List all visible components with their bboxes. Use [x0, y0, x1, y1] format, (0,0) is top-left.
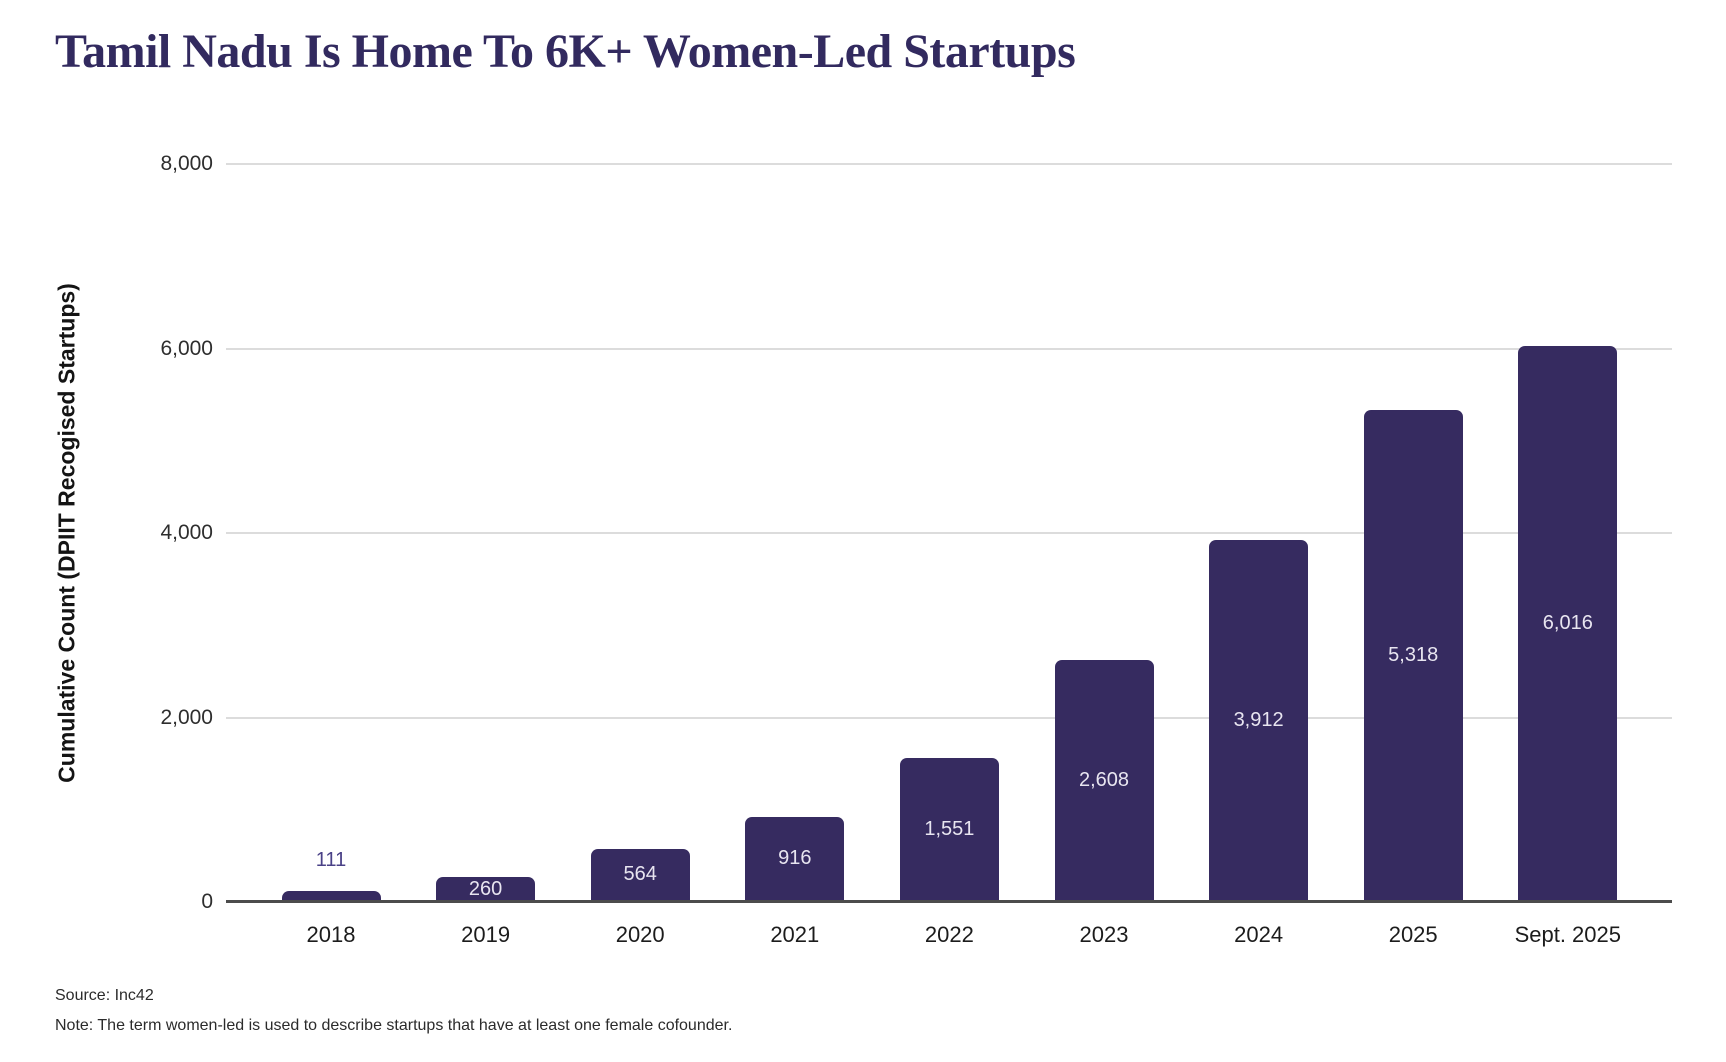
- x-tick-label: 2023: [1079, 922, 1129, 947]
- x-tick-label: Sept. 2025: [1514, 922, 1622, 947]
- bar: 3,912: [1209, 540, 1309, 901]
- bar: 564: [590, 848, 690, 901]
- y-tick-label: 6,000: [160, 336, 213, 360]
- gridline: [226, 163, 1672, 165]
- bar-value-label: 564: [623, 863, 657, 886]
- bar-value-label: 5,318: [1388, 644, 1439, 667]
- x-tick-label: 2019: [461, 922, 511, 947]
- footer: Source: Inc42 Note: The term women-led i…: [55, 981, 732, 1041]
- bar: 2,608: [1054, 660, 1154, 901]
- bar-value-label: 6,016: [1542, 612, 1593, 635]
- methodology-note: Note: The term women-led is used to desc…: [55, 1017, 733, 1034]
- gridline: [226, 532, 1672, 534]
- y-tick-label: 8,000: [160, 152, 213, 175]
- bar-value-label: 111: [315, 848, 347, 871]
- x-tick-label: 2020: [615, 922, 665, 947]
- y-axis-title: Cumulative Count (DPIIT Recogised Startu…: [53, 283, 80, 783]
- bar-value-label: 260: [468, 877, 503, 900]
- x-tick-label: 2025: [1388, 922, 1438, 947]
- x-tick-label: 2018: [306, 922, 356, 947]
- plot-area: 0 2,000 4,000 6,000 8,000 111 2018 260 2019 564 20…: [160, 152, 1672, 947]
- bar-value-label: 1,551: [924, 817, 975, 840]
- y-tick-label: 0: [201, 890, 213, 913]
- bar: 916: [745, 816, 845, 901]
- x-axis-line: [226, 900, 1672, 903]
- x-tick-label: 2024: [1234, 922, 1284, 947]
- x-tick-label: 2022: [924, 922, 974, 947]
- x-tick-label: 2021: [770, 922, 820, 947]
- bar: 1,551: [899, 757, 999, 901]
- gridline: [226, 716, 1672, 719]
- bar-value-label: 916: [778, 847, 812, 870]
- bar: 6,016: [1518, 346, 1618, 901]
- bar: [281, 890, 381, 901]
- y-tick-label: 2,000: [160, 705, 213, 729]
- bar: 260: [436, 877, 536, 901]
- source-note: Source: Inc42: [55, 987, 154, 1004]
- bar: 5,318: [1363, 410, 1463, 901]
- bar-value-label: 3,912: [1233, 709, 1284, 732]
- bar-value-label: 2,608: [1078, 769, 1130, 792]
- y-tick-label: 4,000: [160, 521, 213, 544]
- gridline: [226, 347, 1672, 350]
- chart-title: Tamil Nadu Is Home To 6K+ Women-Led Star…: [55, 25, 1076, 78]
